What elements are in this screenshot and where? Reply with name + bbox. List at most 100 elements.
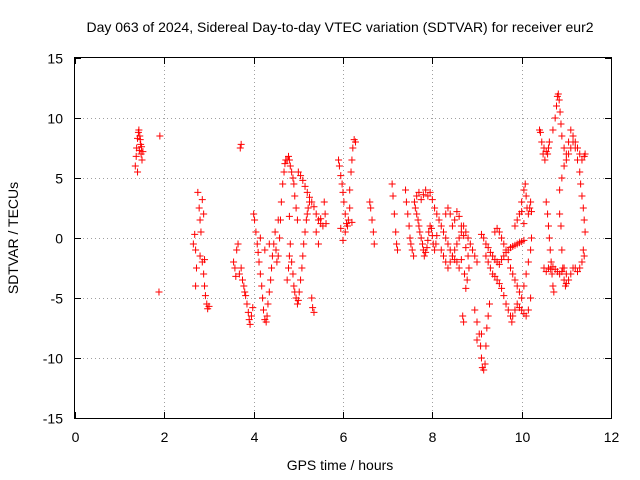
- y-tick-label: -15: [43, 411, 63, 427]
- data-point: [553, 102, 561, 110]
- y-axis-label: SDTVAR / TECUs: [5, 182, 21, 294]
- data-point: [460, 232, 468, 240]
- data-point: [259, 294, 267, 302]
- data-point: [194, 188, 202, 196]
- data-point: [405, 222, 413, 230]
- data-point: [556, 108, 564, 116]
- data-point: [370, 240, 378, 248]
- data-point: [451, 216, 459, 224]
- data-point: [463, 276, 471, 284]
- data-point: [155, 288, 163, 296]
- data-point: [425, 228, 433, 236]
- data-point: [522, 192, 530, 200]
- data-point: [527, 246, 535, 254]
- data-point: [527, 294, 535, 302]
- data-point: [232, 272, 240, 280]
- data-point: [237, 264, 245, 272]
- data-point: [237, 140, 245, 148]
- y-tick-label: 15: [47, 51, 63, 67]
- data-point: [410, 252, 418, 260]
- data-point: [253, 240, 261, 248]
- data-point: [484, 312, 492, 320]
- y-tick-label: 10: [47, 111, 63, 127]
- data-point: [274, 252, 282, 260]
- data-point: [569, 132, 577, 140]
- data-point: [138, 143, 146, 151]
- data-point: [414, 216, 422, 224]
- data-point: [234, 240, 242, 248]
- data-point: [466, 240, 474, 248]
- data-point: [446, 258, 454, 266]
- data-point: [416, 228, 424, 236]
- data-point: [303, 210, 311, 218]
- data-point: [500, 240, 508, 248]
- data-point: [569, 138, 577, 146]
- data-point: [245, 316, 253, 324]
- data-point: [440, 252, 447, 260]
- data-point: [407, 240, 415, 248]
- data-point: [322, 220, 330, 228]
- data-point: [256, 234, 264, 242]
- data-point: [477, 230, 485, 238]
- data-point: [433, 232, 441, 240]
- x-axis-label: GPS time / hours: [287, 457, 394, 473]
- data-point: [432, 240, 440, 248]
- data-point: [349, 144, 357, 152]
- data-point: [198, 196, 206, 204]
- data-point: [477, 354, 485, 362]
- data-point: [520, 220, 528, 228]
- data-point: [306, 193, 313, 201]
- data-point: [437, 222, 445, 230]
- data-point: [249, 304, 257, 312]
- data-point: [542, 198, 550, 206]
- data-point: [522, 270, 530, 278]
- data-point: [344, 216, 352, 224]
- data-point: [437, 246, 445, 254]
- x-tick-label: 10: [515, 429, 531, 445]
- data-point: [272, 246, 280, 254]
- data-point: [420, 252, 428, 260]
- data-point: [285, 152, 293, 160]
- data-point: [455, 212, 463, 220]
- data-point: [581, 228, 589, 236]
- data-point: [297, 276, 305, 284]
- data-point: [285, 264, 293, 272]
- data-point: [558, 268, 566, 276]
- data-point: [493, 276, 501, 284]
- data-point: [262, 318, 270, 326]
- data-point: [560, 276, 568, 284]
- data-point: [451, 246, 459, 254]
- data-point: [538, 138, 546, 146]
- data-point: [402, 186, 410, 194]
- data-point: [200, 270, 208, 278]
- data-point: [247, 312, 255, 320]
- data-point: [295, 288, 303, 296]
- data-point: [337, 224, 345, 232]
- data-point: [304, 204, 312, 212]
- data-point: [293, 216, 301, 224]
- data-point: [558, 132, 566, 140]
- data-point: [290, 282, 298, 290]
- data-point: [299, 176, 307, 184]
- data-point: [264, 300, 272, 308]
- x-tick-label: 8: [429, 429, 437, 445]
- data-point: [411, 204, 419, 212]
- data-point: [480, 234, 488, 242]
- data-point: [556, 186, 564, 194]
- data-point: [235, 270, 243, 278]
- data-point: [201, 282, 209, 290]
- data-point: [567, 126, 575, 134]
- data-point: [294, 168, 302, 176]
- data-point: [495, 228, 503, 236]
- data-point: [258, 282, 266, 290]
- data-point: [276, 234, 284, 242]
- data-point: [471, 306, 479, 314]
- data-point: [352, 138, 360, 146]
- data-point: [498, 234, 506, 242]
- data-point: [340, 198, 348, 206]
- data-point: [562, 156, 570, 164]
- data-point: [546, 246, 554, 254]
- data-point: [192, 264, 200, 272]
- data-point: [574, 156, 581, 164]
- data-point: [346, 186, 354, 194]
